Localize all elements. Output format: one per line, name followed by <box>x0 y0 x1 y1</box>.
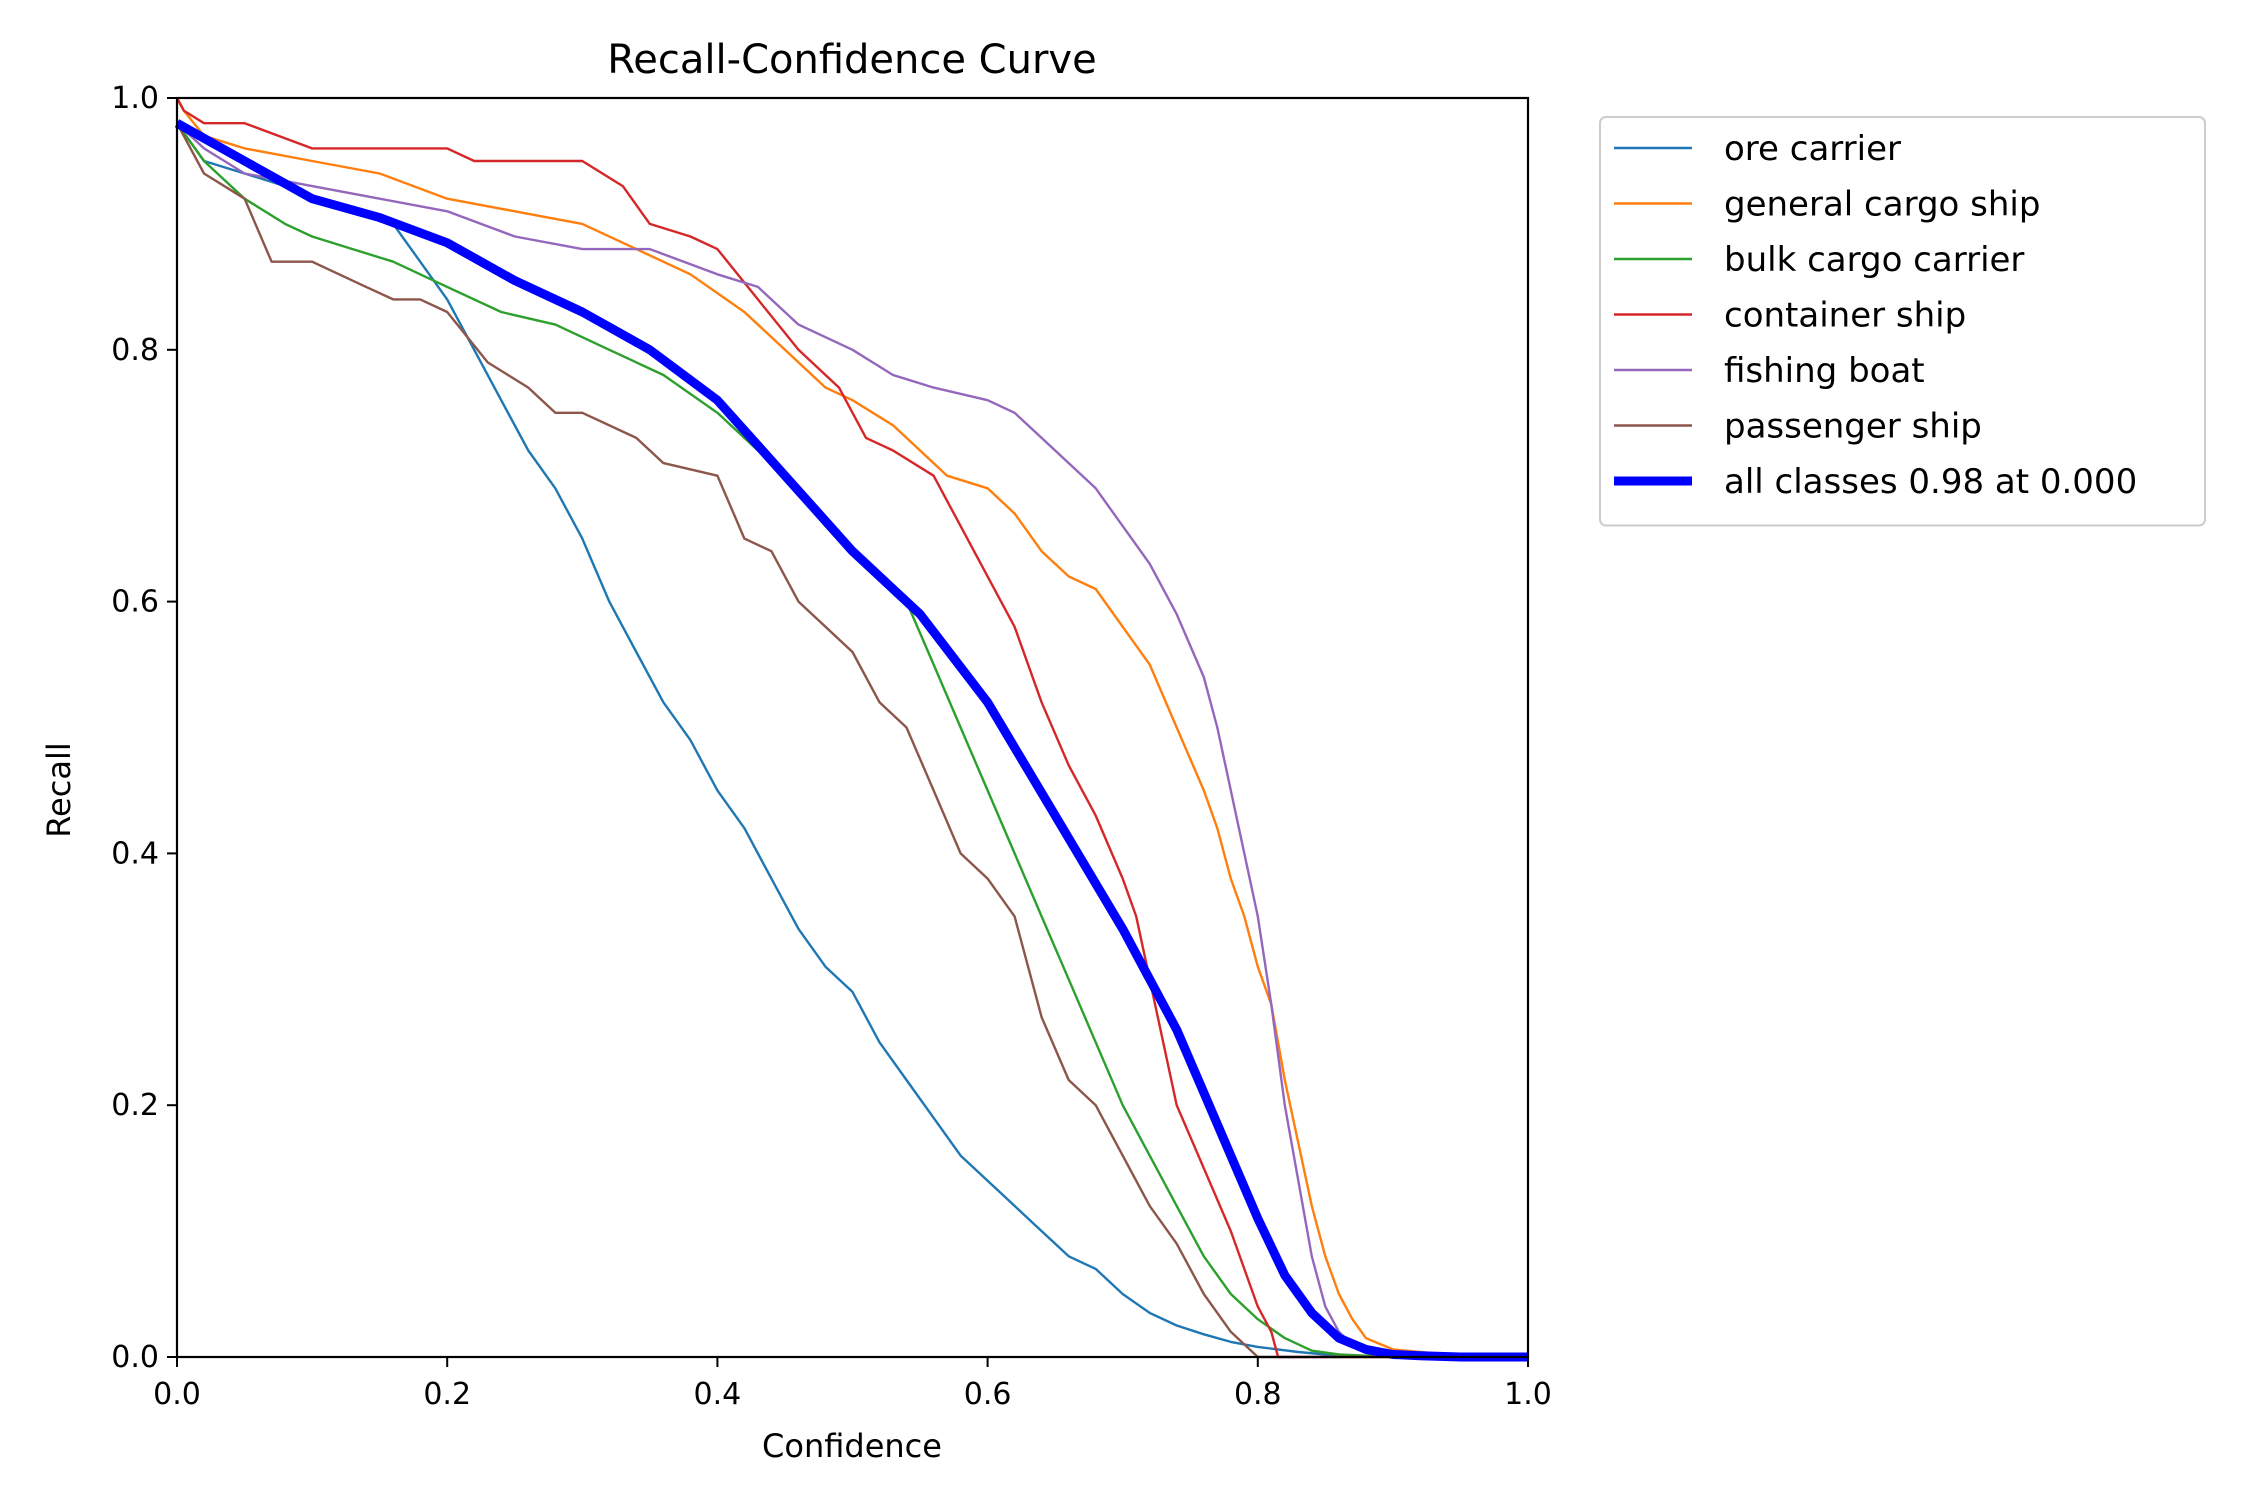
plot-frame <box>175 96 1530 1359</box>
y-axis: 0.0 0.2 0.4 0.6 0.8 1.0 <box>111 81 177 1375</box>
series-line-bulk-cargo-carrier <box>176 122 1528 1359</box>
series-line-general-cargo-ship <box>175 97 1529 1359</box>
x-tick-label: 0.8 <box>1234 1377 1282 1412</box>
legend-label: general cargo ship <box>1724 185 2040 225</box>
x-axis: 0.0 0.2 0.4 0.6 0.8 1.0 <box>153 1357 1552 1412</box>
legend-label: passenger ship <box>1724 407 1982 447</box>
x-tick-label: 0.4 <box>694 1377 742 1412</box>
x-tick-label: 0.0 <box>153 1377 201 1412</box>
x-tick-label: 0.2 <box>423 1377 471 1412</box>
y-tick-label: 0.4 <box>111 836 159 871</box>
legend-label: container ship <box>1724 296 1966 336</box>
y-tick-label: 0.8 <box>111 333 159 368</box>
y-tick-label: 0.2 <box>111 1088 159 1123</box>
x-tick-label: 0.6 <box>964 1377 1012 1412</box>
legend: ore carrier general cargo ship bulk cargo … <box>1599 116 2206 527</box>
legend-label: all classes 0.98 at 0.000 <box>1724 462 2137 502</box>
series-line-fishing-boat <box>176 122 1528 1359</box>
x-tick-label: 1.0 <box>1504 1377 1552 1412</box>
series-line-all-classes-0-98-at-0-000 <box>174 119 1528 1362</box>
y-tick-label: 0.0 <box>111 1340 159 1375</box>
legend-label: ore carrier <box>1724 129 1901 169</box>
series-line-passenger-ship <box>175 122 1528 1359</box>
legend-label: fishing boat <box>1724 351 1925 391</box>
plot-area <box>174 96 1530 1362</box>
legend-label: bulk cargo carrier <box>1724 240 2024 280</box>
series-line-ore-carrier <box>176 122 1528 1359</box>
series-line-container-ship <box>175 97 1528 1359</box>
x-axis-title: Confidence <box>762 1427 942 1465</box>
legend-box <box>1599 116 2206 527</box>
y-tick-label: 1.0 <box>111 81 159 116</box>
chart-title: Recall-Confidence Curve <box>607 37 1096 83</box>
y-tick-label: 0.6 <box>111 585 159 620</box>
y-axis-title: Recall <box>40 742 78 837</box>
